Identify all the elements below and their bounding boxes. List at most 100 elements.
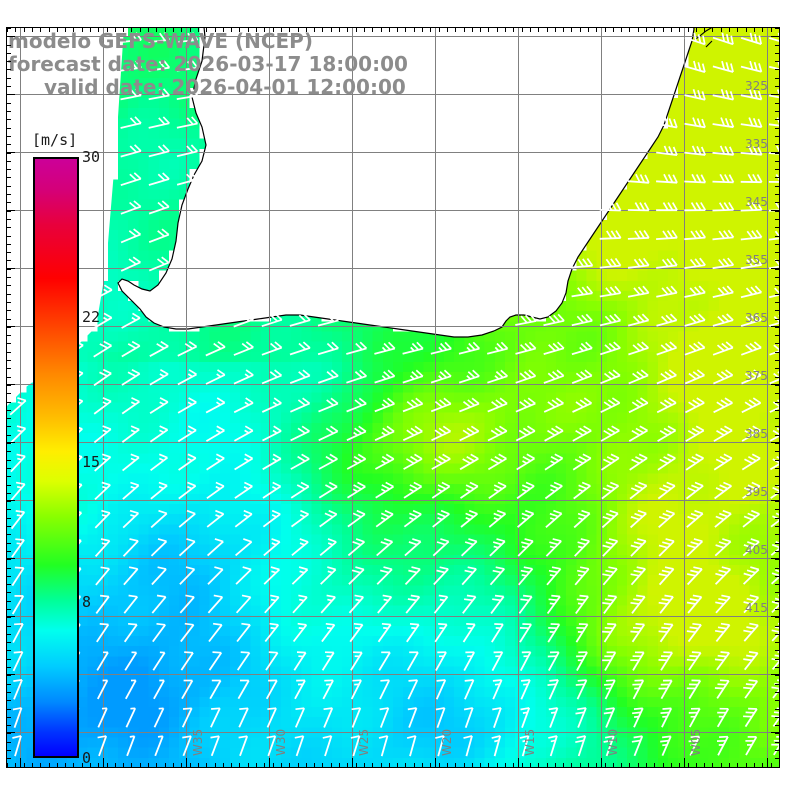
wind-barb	[515, 425, 536, 442]
wind-barb	[266, 735, 277, 757]
wind-barb	[712, 117, 735, 129]
axis-tick-top	[405, 27, 406, 32]
wind-barb	[126, 735, 136, 757]
wind-barb	[206, 481, 225, 500]
wind-barb	[656, 397, 677, 414]
wind-barb	[657, 425, 677, 442]
axis-majortick-right	[771, 384, 780, 385]
axis-tick-left	[6, 78, 11, 79]
wind-barb	[713, 369, 734, 385]
gridline-horizontal-0	[6, 36, 780, 37]
wind-barb	[686, 566, 703, 586]
wind-barb	[176, 60, 199, 72]
wind-barb	[656, 369, 677, 385]
wind-barb	[547, 623, 561, 643]
wind-barb	[208, 622, 223, 643]
axis-tick-bottom	[49, 763, 50, 768]
axis-tick-right	[775, 493, 780, 494]
axis-majortick-left	[6, 616, 15, 617]
wind-barb	[347, 538, 365, 557]
wind-barb	[12, 735, 22, 757]
axis-tick-top	[779, 27, 780, 32]
wind-barb	[491, 623, 504, 643]
axis-tick-right	[775, 717, 780, 718]
axis-tick-right	[775, 684, 780, 685]
axis-tick-top	[439, 27, 440, 32]
axis-tick-right	[775, 385, 780, 386]
axis-tick-right	[775, 219, 780, 220]
axis-tick-left	[6, 476, 11, 477]
wind-barb	[346, 341, 368, 355]
axis-tick-bottom	[555, 763, 556, 768]
wind-barb	[745, 736, 758, 756]
wind-barb	[740, 60, 763, 73]
axis-tick-left	[6, 559, 11, 560]
wind-barb	[684, 369, 705, 385]
wind-barb	[632, 679, 645, 700]
wind-barb	[148, 200, 170, 215]
wind-barb	[11, 566, 25, 587]
axis-tick-bottom	[588, 763, 589, 768]
wind-barb	[599, 202, 622, 212]
wind-barb	[96, 651, 109, 671]
axis-tick-right	[775, 227, 780, 228]
axis-tick-left	[6, 626, 11, 627]
axis-tick-top	[314, 27, 315, 32]
wind-barb	[178, 509, 196, 528]
axis-tick-top	[430, 27, 431, 32]
axis-majortick-bottom	[767, 758, 768, 768]
wind-barb	[210, 735, 220, 757]
wind-barb	[235, 594, 252, 614]
axis-tick-right	[775, 626, 780, 627]
wind-barb	[379, 679, 391, 700]
axis-tick-bottom	[497, 763, 498, 768]
axis-tick-left	[6, 327, 11, 328]
map-plot-area[interactable]	[6, 27, 780, 768]
wind-barb	[742, 481, 761, 500]
axis-tick-top	[347, 27, 348, 32]
axis-tick-bottom	[15, 763, 16, 768]
wind-barb	[458, 369, 480, 384]
wind-barb	[544, 481, 563, 500]
wind-barb	[686, 509, 704, 528]
wind-barb	[205, 425, 225, 442]
axis-majortick-right	[771, 326, 780, 327]
wind-barb	[600, 425, 620, 442]
wind-barb	[628, 341, 649, 356]
axis-tick-right	[775, 402, 780, 403]
wind-barb	[123, 566, 139, 586]
axis-tick-bottom	[156, 763, 157, 768]
wind-barb	[97, 707, 108, 728]
axis-tick-right	[775, 659, 780, 660]
wind-barb	[431, 481, 451, 499]
axis-tick-bottom	[131, 763, 132, 768]
axis-tick-right	[775, 368, 780, 369]
gridline-vertical-8	[684, 27, 685, 768]
wind-barb	[181, 679, 194, 700]
axis-tick-left	[6, 136, 11, 137]
wind-barb	[629, 453, 648, 471]
wind-barb	[658, 679, 673, 700]
axis-tick-right	[775, 443, 780, 444]
wind-barb	[178, 481, 197, 500]
wind-barb	[491, 651, 504, 672]
wind-barb	[742, 566, 760, 585]
wind-barb	[178, 538, 196, 557]
wind-barb	[490, 594, 505, 614]
wind-barb	[233, 425, 254, 442]
axis-tick-top	[256, 27, 257, 32]
axis-tick-bottom	[629, 763, 630, 768]
wind-barb	[714, 509, 732, 528]
axis-tick-right	[775, 269, 780, 270]
wind-barb	[93, 368, 112, 387]
wind-barb	[406, 735, 417, 757]
axis-tick-left	[6, 236, 11, 237]
axis-tick-top	[173, 27, 174, 32]
axis-tick-bottom	[405, 763, 406, 768]
wind-barb	[177, 369, 197, 386]
axis-tick-top	[289, 27, 290, 32]
axis-majortick-left	[6, 558, 15, 559]
axis-tick-left	[6, 509, 11, 510]
axis-tick-left	[6, 194, 11, 195]
axis-tick-left	[6, 742, 11, 743]
